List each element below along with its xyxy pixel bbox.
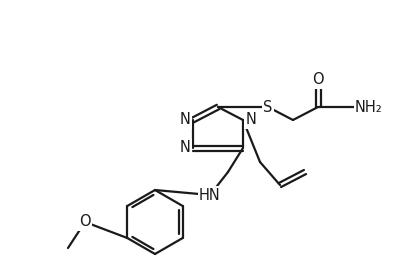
Text: N: N bbox=[180, 112, 190, 127]
Text: N: N bbox=[245, 112, 256, 127]
Text: N: N bbox=[180, 140, 190, 156]
Text: S: S bbox=[263, 99, 273, 115]
Text: HN: HN bbox=[199, 188, 221, 202]
Text: O: O bbox=[312, 73, 324, 88]
Text: O: O bbox=[79, 215, 91, 230]
Text: NH₂: NH₂ bbox=[355, 99, 383, 115]
